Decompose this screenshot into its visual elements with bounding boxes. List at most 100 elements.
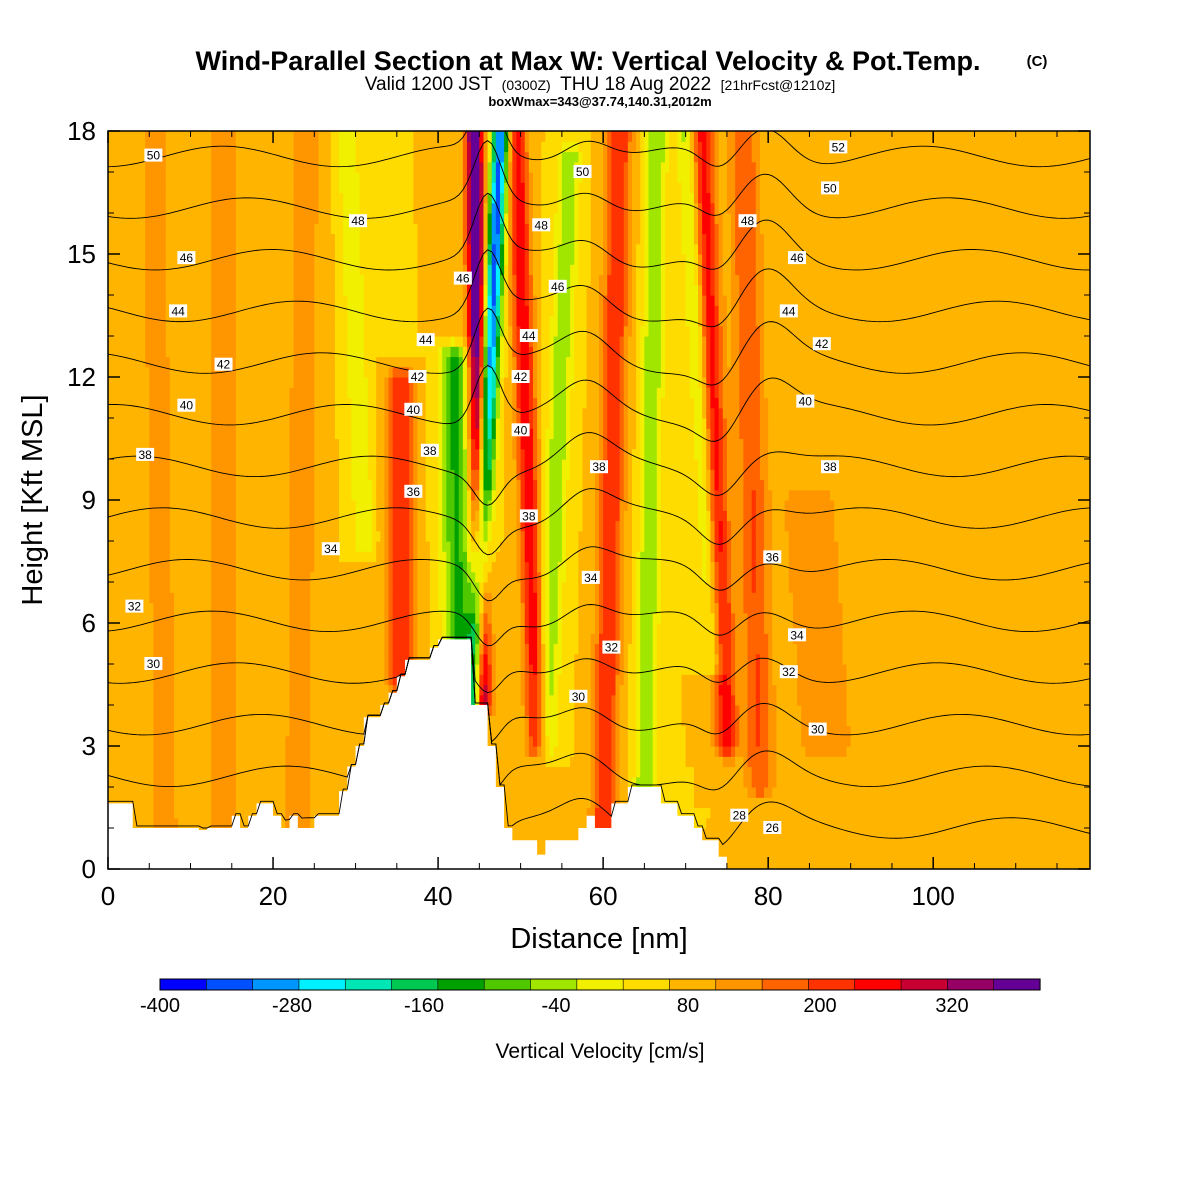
w-cell (112, 664, 117, 675)
w-cell (322, 643, 328, 655)
w-cell (165, 387, 171, 399)
w-cell (231, 397, 237, 409)
w-cell (285, 336, 291, 347)
w-cell (120, 705, 126, 716)
w-cell (277, 356, 282, 368)
w-cell (178, 817, 183, 829)
w-cell (231, 674, 237, 686)
w-cell (215, 571, 221, 583)
w-cell (178, 223, 183, 235)
w-cell (285, 735, 291, 747)
w-cell (124, 254, 130, 265)
w-cell (124, 469, 130, 481)
w-cell (285, 325, 291, 337)
w-cell (256, 725, 262, 737)
w-cell (132, 366, 138, 378)
w-cell (136, 418, 142, 429)
w-cell (194, 510, 200, 522)
w-cell (310, 305, 315, 317)
w-cell (268, 459, 274, 470)
w-cell (264, 336, 270, 347)
w-cell (174, 571, 179, 583)
w-cell (326, 664, 332, 675)
w-cell (149, 582, 154, 593)
w-cell (145, 776, 150, 788)
w-cell (351, 715, 357, 727)
w-cell (310, 202, 315, 214)
w-cell (367, 377, 373, 388)
w-cell (198, 705, 204, 716)
w-cell (145, 274, 150, 286)
w-cell (384, 192, 390, 204)
w-cell (289, 407, 295, 419)
w-cell (153, 500, 159, 511)
w-cell (339, 397, 344, 409)
w-cell (380, 592, 386, 604)
w-cell (124, 776, 130, 788)
w-cell (339, 541, 344, 552)
w-cell (384, 602, 390, 614)
w-cell (219, 274, 225, 286)
w-cell (149, 817, 154, 829)
w-cell (268, 202, 274, 214)
w-cell (256, 397, 262, 409)
w-cell (301, 407, 307, 419)
w-cell (273, 315, 278, 327)
w-cell (215, 623, 221, 634)
w-cell (359, 479, 365, 491)
w-cell (355, 325, 361, 337)
w-cell (380, 633, 386, 645)
w-cell (169, 530, 175, 542)
w-cell (318, 469, 324, 481)
w-cell (322, 172, 328, 183)
w-cell (318, 243, 324, 255)
w-cell (169, 264, 175, 276)
w-cell (334, 397, 340, 409)
w-cell (227, 776, 233, 788)
w-cell (244, 448, 249, 460)
w-cell (120, 397, 126, 409)
subtitle-zulu: (0300Z) (502, 77, 551, 93)
w-cell (219, 592, 225, 604)
w-cell (314, 438, 320, 450)
w-cell (153, 161, 159, 173)
w-cell (145, 571, 150, 583)
w-cell (149, 500, 154, 511)
w-cell (297, 397, 303, 409)
w-cell (186, 428, 192, 440)
w-cell (260, 274, 266, 286)
w-cell (297, 766, 303, 778)
w-cell (128, 541, 134, 552)
w-cell (178, 141, 183, 153)
w-cell (330, 407, 336, 419)
w-cell (231, 366, 237, 378)
w-cell (202, 397, 208, 409)
w-cell (235, 243, 241, 255)
w-cell (165, 479, 171, 491)
w-cell (314, 387, 320, 399)
w-cell (244, 674, 249, 686)
w-cell (240, 254, 245, 265)
w-cell (326, 161, 332, 173)
w-cell (388, 161, 394, 173)
w-cell (165, 807, 171, 819)
w-cell (153, 223, 159, 235)
w-cell (273, 582, 278, 593)
w-cell (297, 797, 303, 809)
w-cell (231, 325, 237, 337)
w-cell (174, 623, 179, 634)
w-cell (277, 787, 282, 798)
w-cell (219, 510, 225, 522)
w-cell (112, 161, 117, 173)
w-cell (273, 182, 278, 194)
w-cell (120, 131, 126, 142)
w-cell (165, 418, 171, 429)
w-cell (194, 664, 200, 675)
w-cell (132, 295, 138, 306)
w-cell (194, 407, 200, 419)
w-cell (116, 284, 121, 296)
w-cell (112, 418, 117, 429)
w-cell (124, 407, 130, 419)
w-cell (174, 633, 179, 645)
w-cell (289, 315, 295, 327)
